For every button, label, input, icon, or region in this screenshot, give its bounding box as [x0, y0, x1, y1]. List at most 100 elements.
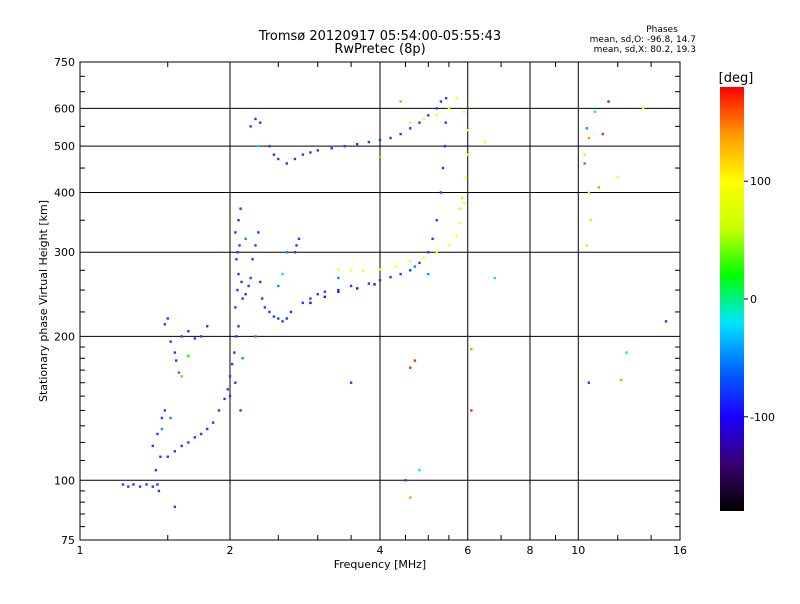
- data-point: [470, 348, 473, 351]
- data-point: [444, 121, 447, 124]
- data-point: [223, 397, 226, 401]
- data-point: [244, 237, 247, 241]
- data-point: [180, 444, 183, 448]
- data-point: [418, 468, 421, 472]
- data-point: [160, 427, 164, 431]
- data-point: [281, 320, 284, 323]
- data-point: [462, 110, 466, 114]
- data-point: [159, 455, 162, 458]
- data-point: [173, 450, 177, 453]
- data-point: [583, 162, 586, 165]
- data-point: [389, 275, 392, 279]
- data-point: [309, 151, 312, 154]
- x-tick-label: 4: [377, 544, 384, 557]
- data-point: [241, 297, 244, 300]
- colorbar-tick-label: 0: [750, 293, 757, 306]
- data-point: [642, 107, 645, 110]
- data-point: [439, 100, 443, 103]
- data-point: [257, 231, 260, 234]
- data-point: [268, 310, 271, 314]
- data-point: [247, 284, 250, 288]
- data-point: [238, 244, 241, 247]
- data-point: [589, 219, 593, 222]
- data-point: [441, 166, 445, 170]
- y-tick-label: 75: [61, 534, 75, 547]
- x-tick-label: 1: [77, 544, 84, 557]
- data-point: [156, 483, 159, 486]
- data-point: [187, 441, 190, 444]
- chart-title: Tromsø 20120917 05:54:00-05:55:43: [258, 29, 501, 44]
- data-point: [361, 269, 365, 273]
- data-point: [585, 244, 588, 247]
- data-point: [187, 354, 190, 358]
- data-point: [427, 272, 430, 276]
- data-point: [413, 359, 417, 362]
- data-point: [373, 283, 376, 286]
- colorbar-tick-label: -100: [750, 411, 775, 424]
- data-point: [277, 317, 280, 320]
- x-tick-label: 10: [571, 544, 585, 557]
- x-tick-label: 16: [673, 544, 687, 557]
- data-point: [166, 317, 169, 320]
- data-point: [151, 444, 155, 448]
- data-point: [180, 335, 183, 338]
- data-point: [239, 207, 242, 210]
- data-point: [355, 287, 359, 290]
- data-point: [295, 244, 298, 247]
- data-point: [121, 483, 125, 486]
- data-point: [413, 265, 417, 268]
- data-point: [587, 136, 591, 140]
- data-point: [447, 244, 451, 247]
- data-point: [378, 268, 382, 271]
- data-point: [235, 258, 238, 261]
- data-point: [435, 114, 438, 117]
- data-point: [233, 351, 236, 354]
- data-point: [459, 207, 462, 210]
- y-tick-label: 600: [54, 102, 75, 115]
- data-point: [254, 335, 257, 338]
- data-point: [355, 142, 359, 146]
- data-point: [664, 320, 668, 323]
- data-point: [156, 432, 159, 436]
- data-point: [337, 288, 340, 292]
- data-point: [151, 485, 155, 488]
- data-point: [234, 231, 237, 234]
- data-point: [455, 96, 458, 100]
- y-tick-label: 100: [54, 474, 75, 487]
- data-point: [409, 269, 412, 272]
- data-point: [254, 244, 257, 247]
- data-point: [625, 351, 628, 354]
- data-point: [378, 138, 382, 142]
- colorbar-tick-label: 100: [750, 175, 771, 188]
- data-point: [409, 366, 412, 369]
- data-point: [281, 272, 284, 276]
- data-point: [257, 144, 260, 148]
- data-point: [493, 276, 497, 280]
- data-point: [249, 125, 252, 128]
- data-point: [187, 330, 190, 333]
- data-point: [145, 483, 148, 486]
- data-point: [166, 455, 169, 458]
- data-point: [587, 191, 591, 194]
- data-point: [237, 325, 240, 328]
- data-point: [409, 496, 412, 499]
- stats-line-o: mean, sd,O: -96.8, 14.7: [590, 35, 696, 45]
- data-point: [399, 132, 402, 136]
- data-point: [297, 237, 301, 241]
- data-point: [260, 297, 264, 300]
- data-point: [447, 107, 451, 110]
- data-point: [422, 256, 426, 260]
- data-point: [177, 371, 181, 374]
- data-point: [259, 121, 262, 124]
- data-point: [173, 351, 177, 354]
- data-point: [234, 306, 237, 309]
- data-point: [157, 489, 161, 493]
- data-point: [323, 290, 327, 293]
- data-point: [378, 155, 382, 159]
- data-point: [316, 149, 319, 152]
- data-point: [431, 237, 434, 241]
- data-point: [585, 127, 588, 130]
- data-point: [399, 100, 402, 103]
- data-point: [418, 121, 421, 124]
